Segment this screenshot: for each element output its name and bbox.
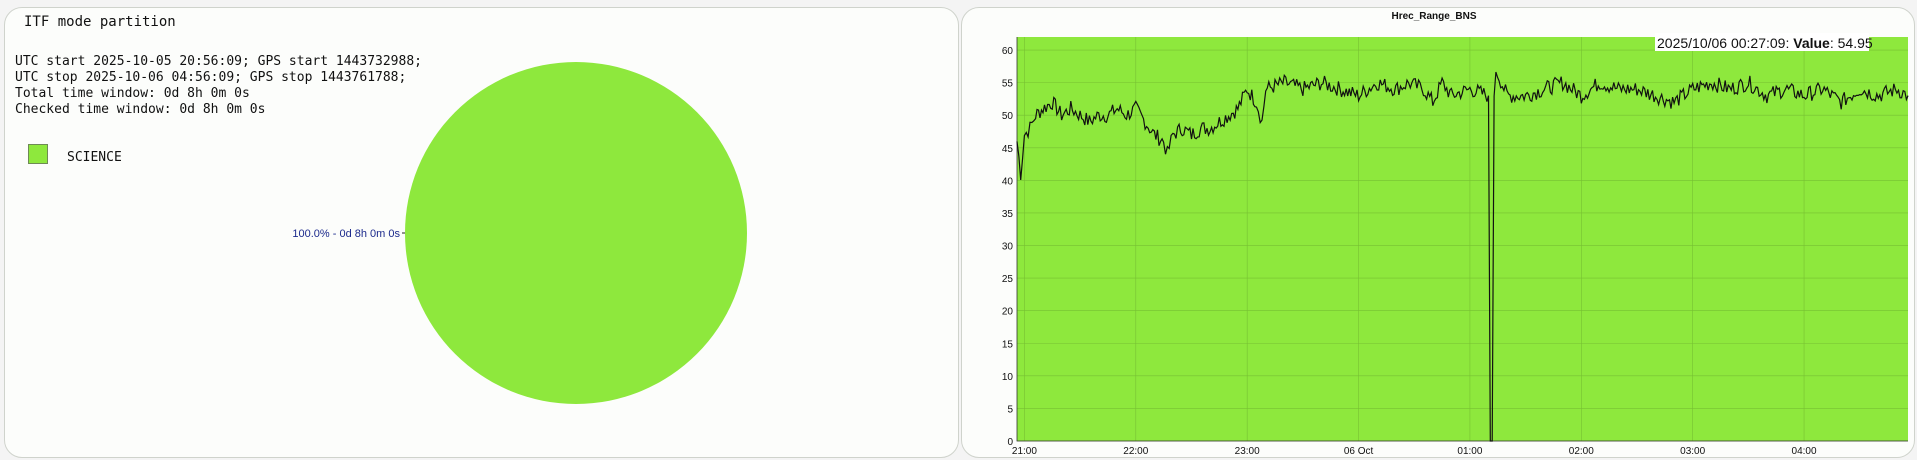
x-tick-label: 04:00 (1792, 446, 1817, 457)
line-chart: Hrec_Range_BNS 051015202530354045505560 … (1002, 11, 1909, 457)
hrec-range-panel: Hrec_Range_BNS 0 5 10 15 20 25 30 35 40 45 50 55 60 … (961, 7, 1915, 458)
x-tick-label: 02:00 (1569, 446, 1594, 457)
total-window-line: Total time window: 0d 8h 0m 0s (15, 86, 250, 101)
tooltip-box (1655, 33, 1869, 51)
y-tick-label: 0 (1007, 437, 1013, 448)
panel-title: ITF mode partition (24, 14, 176, 30)
grid (1016, 37, 1908, 442)
pie-slice-science[interactable] (405, 62, 747, 404)
utc-stop-line: UTC stop 2025-10-06 04:56:09; GPS stop 1… (15, 70, 407, 85)
utc-start-line: UTC start 2025-10-05 20:56:09; GPS start… (15, 54, 422, 69)
x-tick-label: 03:00 (1680, 446, 1705, 457)
y-tick-label: 35 (1002, 209, 1014, 220)
y-tick-label: 10 (1002, 372, 1014, 383)
checked-window-line: Checked time window: 0d 8h 0m 0s (15, 102, 266, 117)
value-tooltip: 2025/10/06 00:27:09: Value: 54.95 (1655, 33, 1873, 51)
chart-title: Hrec_Range_BNS (1391, 11, 1476, 22)
axis-lines (1016, 37, 1908, 442)
y-tick-label: 20 (1002, 307, 1014, 318)
pie-chart: 100.0% - 0d 8h 0m 0s (292, 62, 747, 404)
x-tick-label: 23:00 (1235, 446, 1260, 457)
x-tick-label: 06 Oct (1344, 446, 1374, 457)
y-tick-label: 25 (1002, 274, 1014, 285)
x-axis: 21:00 22:00 23:00 06 Oct 01:00 02:00 03:00 04:0… (1012, 446, 1817, 457)
legend-swatch-science (28, 144, 48, 164)
y-tick-label: 55 (1002, 79, 1014, 90)
pie-slice-label: 100.0% - 0d 8h 0m 0s (292, 228, 400, 240)
y-tick-label: 15 (1002, 339, 1014, 350)
legend-label-science: SCIENCE (67, 150, 122, 165)
y-tick-label: 30 (1002, 242, 1014, 253)
x-tick-label: 22:00 (1123, 446, 1148, 457)
y-tick-label: 5 (1007, 404, 1013, 415)
y-tick-label: 45 (1002, 144, 1014, 155)
x-tick-label: 21:00 (1012, 446, 1037, 457)
y-tick-label: 60 (1002, 46, 1014, 57)
y-tick-label: 50 (1002, 111, 1014, 122)
y-tick-label: 40 (1002, 176, 1014, 187)
series-line-hrec-range (1016, 71, 1909, 442)
itf-mode-partition-panel: ITF mode partition UTC start 2025-10-05 … (4, 7, 959, 458)
x-tick-label: 01:00 (1457, 446, 1482, 457)
plot-area (1017, 37, 1908, 441)
tooltip-text: 2025/10/06 00:27:09: Value: 54.95 (1657, 35, 1873, 51)
y-axis: 0 5 10 15 20 25 30 35 40 45 50 55 60 (1002, 46, 1014, 448)
